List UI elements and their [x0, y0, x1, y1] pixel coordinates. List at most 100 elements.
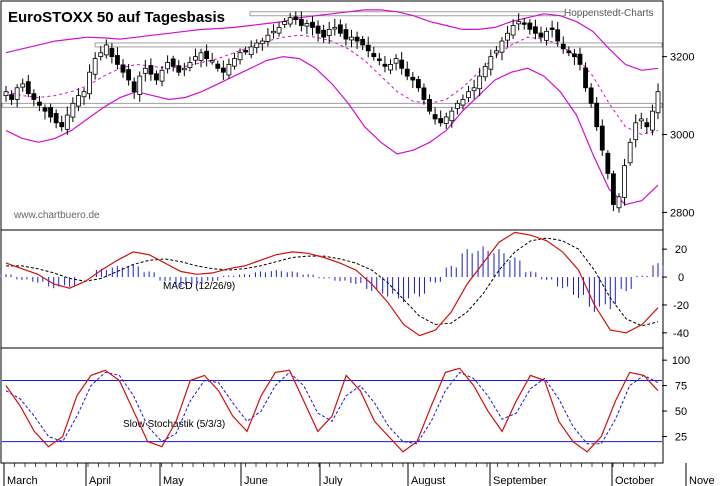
candle-body [282, 21, 288, 25]
candle-body [633, 122, 639, 141]
resistance-line [94, 42, 663, 48]
y-tick-label: 50 [675, 406, 687, 418]
candle-body [321, 29, 327, 38]
candle-body [237, 52, 243, 61]
candle-body [20, 83, 26, 88]
y-tick-label: 20 [675, 244, 687, 256]
chart-title: EuroSTOXX 50 auf Tagesbasis [8, 9, 225, 26]
candle-body [198, 52, 204, 61]
candle-body [187, 62, 193, 69]
candle-body [560, 43, 566, 50]
candle-body [159, 69, 165, 82]
chart-frame [0, 0, 664, 464]
macd-panel: 20 0 -20 -40 [0, 231, 689, 340]
candle-body [544, 30, 549, 41]
candle-body [449, 110, 455, 122]
bollinger-mid [5, 34, 659, 136]
x-month-label: July [323, 475, 343, 486]
candle-body [616, 196, 622, 209]
candle-body [287, 17, 293, 25]
stochastic-k-line [5, 367, 659, 453]
candle-body [131, 81, 137, 93]
y-tick-label: -40 [673, 328, 689, 340]
candle-body [232, 58, 237, 67]
candle-body [516, 21, 522, 25]
candle-body [259, 40, 265, 45]
candle-body [226, 64, 232, 76]
candle-body [14, 87, 20, 100]
candle-body [499, 40, 505, 53]
candle-body [655, 91, 661, 114]
candle-body [126, 69, 131, 81]
y-tick-label: 3200 [670, 52, 694, 64]
candle-body [137, 75, 143, 95]
candle-body [454, 102, 460, 109]
resistance-line [1, 102, 663, 108]
candle-body [142, 67, 148, 74]
candle-body [466, 91, 471, 99]
candle-body [326, 28, 332, 36]
y-tick-label: 2800 [670, 207, 694, 219]
candle-body [271, 30, 276, 34]
candle-body [510, 25, 516, 36]
candle-body [527, 22, 533, 30]
candle-body [193, 56, 198, 61]
candle-body [382, 63, 388, 67]
candle-body [482, 65, 488, 78]
candle-body [376, 58, 382, 61]
macd-line [5, 231, 659, 337]
x-month-label: October [615, 475, 654, 486]
candle-body [622, 165, 627, 198]
candle-body [493, 50, 499, 54]
candle-body [165, 62, 171, 70]
x-axis: March April May June July August September Octo… [3, 463, 715, 486]
y-tick-label: -20 [673, 300, 689, 312]
candle-body [332, 27, 338, 30]
candle-body [64, 114, 70, 130]
x-month-label: April [89, 475, 111, 486]
candle-body [427, 98, 432, 112]
candle-body [9, 94, 14, 100]
candle-body [120, 64, 126, 73]
candle-body [310, 21, 315, 28]
candle-body [265, 34, 271, 42]
candle-body [471, 87, 477, 92]
candle-body [477, 75, 483, 90]
candle-body [42, 107, 48, 112]
y-tick-label: 3000 [670, 130, 694, 142]
candle-body [360, 38, 366, 46]
candle-body [432, 114, 438, 120]
candle-body [304, 23, 310, 27]
candle-body [415, 79, 421, 89]
candle-body [103, 44, 109, 56]
candle-body [98, 52, 104, 57]
candle-body [220, 67, 226, 73]
candle-body [399, 59, 405, 69]
candle-body [92, 58, 98, 75]
source-label: Hoppenstedt-Charts [564, 8, 654, 19]
candle-body [254, 42, 260, 49]
candle-body [650, 110, 655, 131]
candle-body [460, 99, 466, 106]
candle-body [505, 32, 510, 41]
candle-body [53, 113, 59, 124]
candle-body [176, 65, 182, 73]
candle-body [115, 55, 120, 65]
candle-body [181, 67, 187, 71]
candle-body [410, 76, 416, 81]
candle-body [549, 27, 555, 30]
candle-body [154, 73, 159, 81]
candle-body [215, 63, 221, 69]
y-tick-label: 25 [675, 432, 687, 444]
price-panel: 3200 3000 2800 [1, 9, 694, 219]
candle-body [59, 122, 65, 128]
candle-body [627, 141, 633, 164]
candle-body [605, 152, 611, 174]
candle-body [572, 53, 577, 58]
candle-body [298, 18, 304, 26]
candle-body [443, 116, 449, 124]
candle-body [343, 29, 349, 40]
x-month-label: August [411, 475, 445, 486]
candle-body [170, 58, 176, 67]
